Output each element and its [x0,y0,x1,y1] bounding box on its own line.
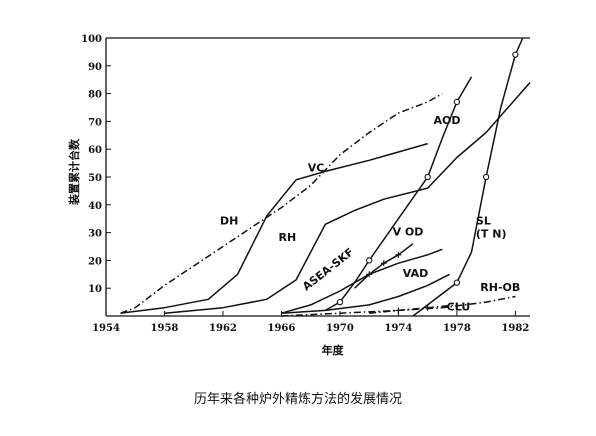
x-tick-label: 1974 [384,323,412,334]
series-line-aod [324,76,473,312]
x-tick-label: 1978 [443,323,471,334]
series-line-rh [164,82,531,314]
series-marker-clu [395,307,402,314]
series-marker-aod [453,98,461,106]
y-tick-label: 20 [88,256,102,267]
y-tick-label: 50 [88,173,102,184]
x-tick-label: 1958 [151,323,179,334]
y-tick-label: 60 [88,145,102,156]
series-line-clu [369,304,457,314]
series-label-v-od: V OD [393,225,424,238]
y-axis-label: 装置累计台数 [67,138,81,206]
x-axis-label: 年度 [322,343,345,357]
series-marker-sl-t-n [512,51,519,58]
series-marker-v-od [366,271,373,278]
y-tick-label: 10 [88,284,102,295]
series-marker-sl-t-n [482,173,490,181]
y-tick-label: 80 [88,90,102,101]
series-label-vad: VAD [403,267,428,280]
series-label-vc: VC [308,161,325,174]
series-label-sl-t-n: (T N) [476,227,507,240]
series-line-rh-ob [281,295,516,317]
series-label-dh: DH [220,214,238,227]
x-tick-label: 1962 [209,323,237,334]
x-tick-label: 1954 [92,323,120,334]
y-tick-label: 100 [81,34,102,45]
series-marker-sl-t-n [453,279,461,286]
chart-series [120,37,531,317]
series-line-vc [120,142,428,314]
chart: 10 20 30 40 50 60 70 80 90 100 1954 1958 1962 1966 197… [67,34,531,357]
series-line-vad [281,273,450,314]
y-tick-label: 90 [88,62,102,73]
series-marker-aod [336,298,344,306]
series-marker-clu [424,304,431,311]
x-tick-label: 1982 [501,323,529,334]
x-tick-label: 1966 [268,323,296,334]
series-marker-aod [366,257,373,264]
series-label-clu: CLU [447,300,471,313]
series-label-rh-ob: RH-OB [480,281,520,294]
y-tick-label: 30 [88,229,102,240]
x-tick-label: 1970 [326,323,354,334]
series-marker-v-od [395,251,402,258]
figure-caption: 历年来各种炉外精炼方法的发展情况 [193,392,402,407]
series-label-sl-t-n: SL [476,214,491,227]
series-marker-v-od [380,260,387,267]
series-label-rh: RH [279,231,297,244]
series-label-aod: AOD [434,114,461,127]
y-tick-label: 70 [88,117,102,128]
series-line-dh [120,92,443,314]
series-marker-aod [424,173,431,181]
chart-axes: 10 20 30 40 50 60 70 80 90 100 1954 1958 1962 1966 197… [81,34,530,334]
y-tick-label: 40 [88,201,102,212]
